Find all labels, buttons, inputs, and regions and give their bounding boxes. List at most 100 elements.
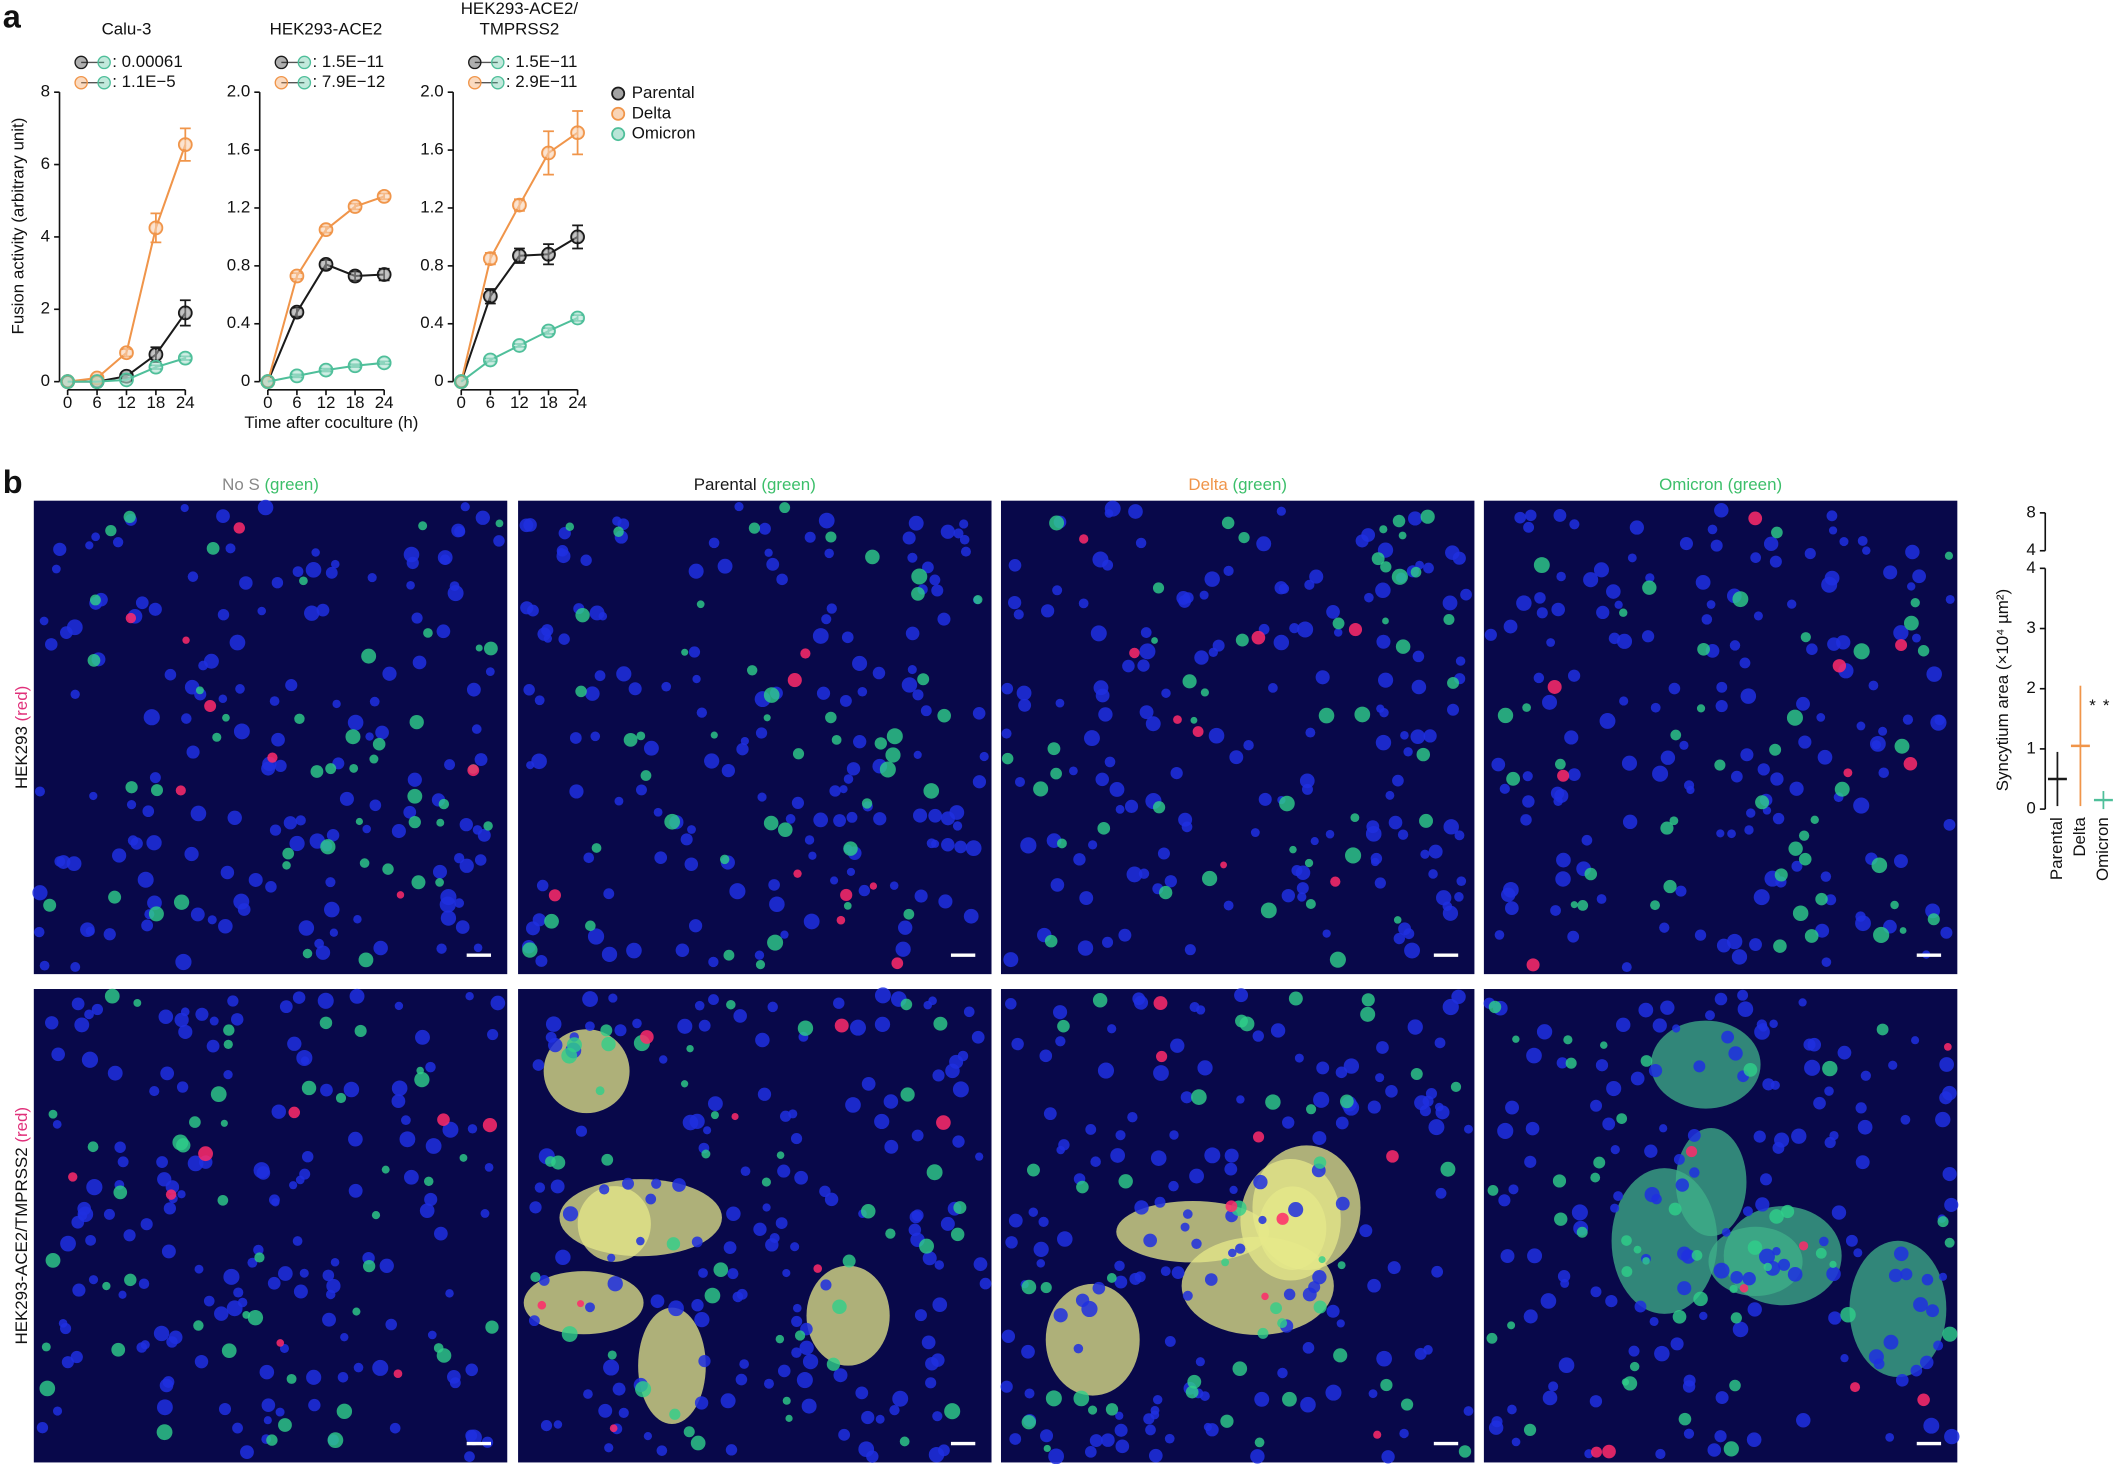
green-cell: [911, 568, 928, 585]
nucleus: [1824, 1136, 1836, 1149]
nucleus: [237, 903, 251, 916]
data-point: [512, 197, 527, 213]
nucleus: [1716, 829, 1725, 838]
nucleus: [85, 541, 94, 550]
nucleus: [209, 1016, 219, 1026]
column-name: No S: [222, 475, 260, 494]
nucleus: [562, 1206, 579, 1222]
nucleus: [1398, 922, 1412, 936]
green-cell: [1105, 1403, 1119, 1416]
green-cell: [223, 1039, 233, 1049]
green-cell: [1021, 1279, 1037, 1295]
nucleus: [1878, 767, 1890, 779]
nucleus: [1943, 818, 1956, 831]
green-cell: [1191, 1089, 1207, 1105]
nucleus: [440, 889, 457, 906]
nucleus: [1791, 860, 1803, 872]
green-cell: [48, 1109, 58, 1119]
nucleus: [1556, 1057, 1568, 1069]
nucleus: [884, 1139, 899, 1154]
data-point: [376, 267, 392, 282]
nucleus: [1699, 1311, 1708, 1321]
nucleus: [528, 1315, 540, 1327]
green-cell: [1730, 1312, 1742, 1324]
nucleus: [1092, 1281, 1106, 1295]
red-cell: [182, 636, 190, 644]
nucleus: [1856, 721, 1866, 731]
nucleus: [804, 531, 816, 543]
nucleus: [1940, 926, 1953, 939]
nucleus: [1548, 1381, 1559, 1392]
green-cell: [87, 1141, 99, 1153]
nucleus: [1455, 656, 1466, 666]
green-cell: [1565, 1057, 1577, 1069]
nucleus: [1749, 938, 1762, 951]
nucleus: [1616, 633, 1633, 649]
nucleus: [52, 1406, 63, 1416]
nucleus: [553, 1420, 563, 1429]
nucleus: [1689, 1167, 1700, 1178]
nucleus: [156, 1399, 173, 1416]
nucleus: [932, 1069, 945, 1082]
green-cell: [635, 1381, 652, 1398]
y-tick-label: 1.2: [420, 197, 443, 216]
nucleus: [808, 851, 817, 860]
nucleus: [1772, 1247, 1781, 1256]
nucleus: [223, 1069, 233, 1080]
annotation-symbol: [491, 55, 505, 70]
y-tick-label: 1.6: [227, 140, 250, 159]
green-cell: [885, 1228, 896, 1239]
nucleus: [1883, 565, 1898, 580]
green-cell: [1159, 885, 1173, 900]
nucleus: [1204, 571, 1220, 587]
nucleus: [248, 872, 263, 887]
nucleus: [322, 1312, 336, 1327]
green-cell: [1642, 1257, 1650, 1265]
nucleus: [733, 1009, 747, 1023]
nucleus: [1368, 1389, 1378, 1399]
nucleus: [1443, 819, 1459, 835]
nucleus: [688, 563, 704, 579]
red-cell: [204, 700, 217, 712]
annotation-symbol: [274, 55, 289, 70]
nucleus: [821, 614, 832, 625]
error-bar: [179, 127, 191, 162]
green-cell: [133, 999, 142, 1007]
y-tick-label: 0.4: [227, 313, 250, 332]
nucleus: [973, 1257, 988, 1272]
nucleus: [257, 606, 267, 616]
nucleus: [1507, 1404, 1517, 1415]
nucleus: [311, 548, 320, 557]
green-cell: [763, 687, 780, 703]
nucleus: [1375, 1073, 1385, 1083]
green-cell: [1318, 707, 1335, 724]
green-cell: [719, 854, 730, 865]
nucleus: [614, 1024, 627, 1037]
error-bar: [121, 348, 132, 358]
nucleus: [616, 666, 632, 682]
nucleus: [223, 1268, 240, 1285]
error-bar: [572, 224, 584, 250]
red-cell: [1547, 679, 1562, 694]
error-bar: [514, 343, 525, 348]
green-cell: [1729, 1379, 1741, 1392]
nucleus: [1268, 683, 1278, 693]
nucleus: [39, 960, 50, 971]
nucleus: [696, 707, 708, 718]
nucleus: [1164, 1433, 1175, 1444]
nucleus: [195, 1007, 209, 1021]
data-point: [318, 257, 334, 272]
nucleus: [1729, 640, 1741, 651]
y-tick-label: 0.4: [420, 313, 443, 332]
green-cell: [879, 761, 896, 778]
nucleus: [1058, 1139, 1070, 1151]
nucleus: [72, 1283, 86, 1297]
nucleus: [1605, 1294, 1618, 1308]
nucleus: [680, 833, 693, 846]
nucleus: [1234, 988, 1249, 1003]
nucleus: [874, 1016, 891, 1033]
nucleus: [1747, 1302, 1762, 1317]
nucleus: [777, 1364, 791, 1378]
nucleus: [465, 1363, 478, 1377]
nucleus: [1744, 825, 1754, 835]
